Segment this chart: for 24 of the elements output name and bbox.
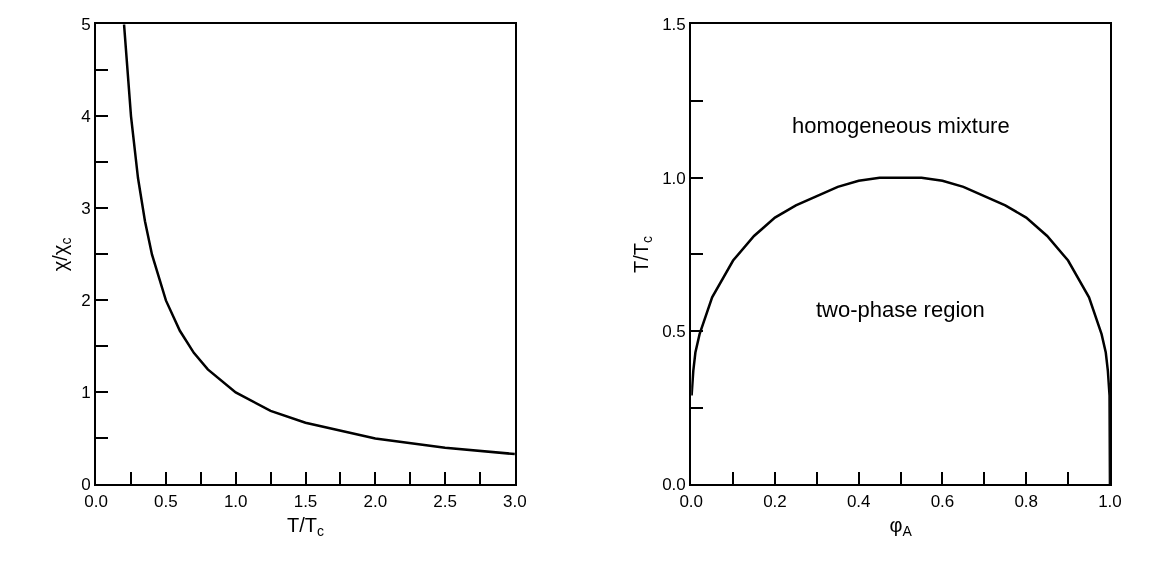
- x-tick-label: 0.4: [846, 491, 871, 511]
- x-tick-label: 0.8: [1014, 491, 1039, 511]
- x-tick-label: 1.5: [293, 491, 318, 511]
- annotation: two-phase region: [816, 297, 985, 322]
- x-tick-label: 1.0: [1098, 491, 1122, 511]
- x-tick-label: 3.0: [503, 491, 527, 511]
- y-tick-label: 2: [81, 291, 91, 311]
- annotation: homogeneous mixture: [792, 113, 1010, 138]
- y-tick-label: 0: [81, 475, 91, 495]
- x-axis-title: T/T$_{c}$: [287, 513, 324, 540]
- y-tick-label: 0.5: [662, 322, 686, 342]
- x-tick-label: 0.5: [154, 491, 178, 511]
- x-tick-label: 2.5: [433, 491, 457, 511]
- y-tick-label: 5: [81, 15, 91, 35]
- y-tick-label: 1.0: [662, 168, 686, 188]
- x-tick-label: 2.0: [363, 491, 388, 511]
- y-tick-label: 1: [81, 383, 91, 403]
- x-tick-label: 0.2: [763, 491, 787, 511]
- y-tick-label: 1.5: [662, 15, 686, 35]
- x-axis-title: φ$_{A}$: [889, 513, 913, 540]
- y-tick-label: 4: [81, 107, 91, 127]
- x-tick-label: 0.6: [930, 491, 955, 511]
- x-tick-label: 1.0: [223, 491, 248, 511]
- y-tick-label: 3: [81, 199, 91, 219]
